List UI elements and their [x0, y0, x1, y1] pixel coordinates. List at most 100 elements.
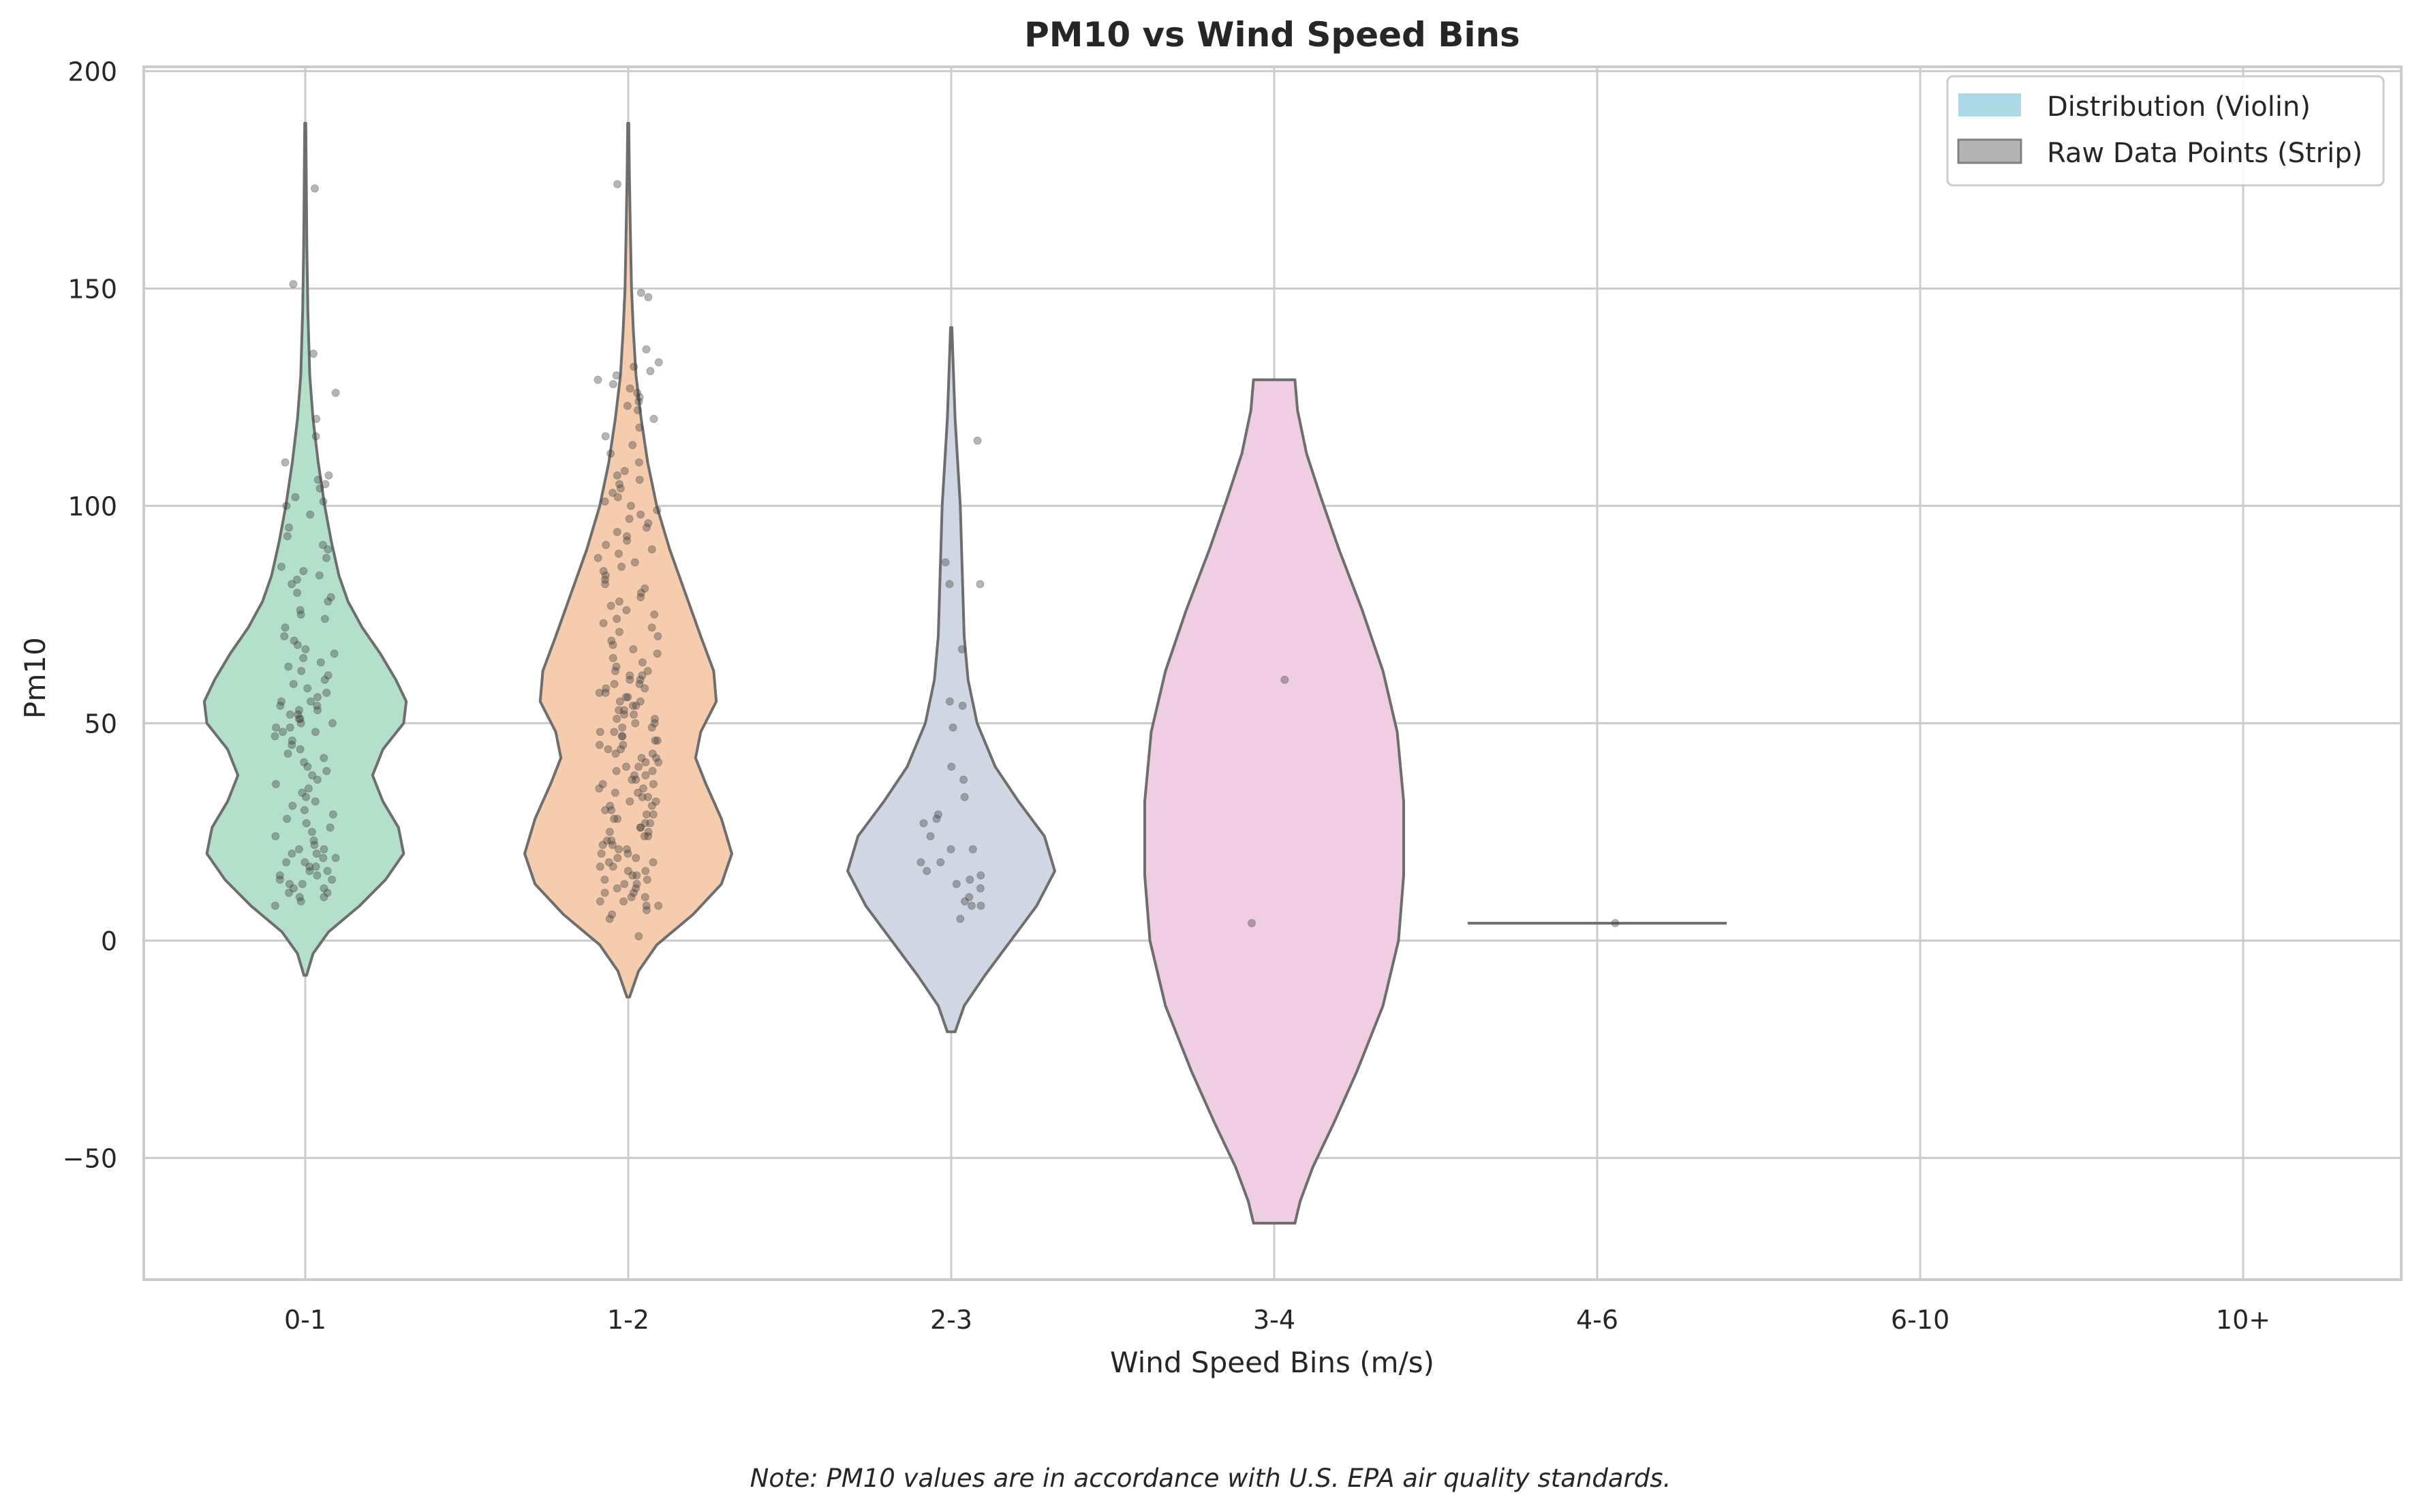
- strip-point: [283, 532, 292, 540]
- strip-point: [599, 567, 608, 576]
- strip-point: [976, 580, 985, 589]
- legend: Distribution (Violin) Raw Data Points (S…: [1946, 75, 2385, 187]
- strip-point: [619, 741, 628, 750]
- strip-point: [595, 784, 604, 793]
- strip-point: [949, 723, 957, 732]
- strip-point: [639, 784, 648, 793]
- strip-point: [641, 771, 650, 780]
- strip-point: [631, 719, 640, 728]
- strip-point: [296, 715, 305, 723]
- strip-point: [315, 484, 324, 493]
- strip-point: [654, 758, 663, 767]
- legend-swatch-violin: [1958, 93, 2021, 117]
- strip-point: [653, 649, 662, 658]
- strip-point: [627, 893, 636, 901]
- strip-point: [599, 619, 608, 628]
- strip-point: [611, 788, 619, 797]
- strip-point: [295, 715, 303, 723]
- strip-point: [628, 701, 637, 710]
- strip-point: [607, 806, 616, 814]
- strip-point: [313, 706, 322, 715]
- x-axis-ticks: 0-1 1-2 2-3 3-4 4-6 6-10 10+: [284, 1305, 2270, 1335]
- strip-point: [304, 784, 313, 793]
- strip-point: [636, 288, 645, 297]
- strip-point: [320, 893, 328, 901]
- strip-point: [601, 580, 610, 589]
- strip-point: [613, 854, 622, 863]
- strip-point: [613, 884, 621, 893]
- strip-point: [296, 745, 305, 754]
- strip-point: [328, 810, 337, 819]
- strip-point: [313, 693, 322, 702]
- strip-point: [596, 897, 604, 906]
- strip-point: [965, 893, 974, 901]
- strip-point: [288, 741, 296, 750]
- strip-point: [323, 889, 332, 897]
- strip-point: [638, 671, 647, 680]
- strip-point: [636, 823, 645, 832]
- strip-point: [629, 645, 638, 653]
- strip-point: [320, 675, 329, 684]
- strip-point: [936, 858, 945, 867]
- y-tick-label: 0: [101, 926, 117, 956]
- strip-point: [326, 593, 335, 602]
- strip-point: [653, 632, 662, 641]
- strip-point: [628, 871, 637, 880]
- strip-point: [626, 797, 634, 806]
- strip-point: [300, 758, 309, 767]
- strip-point: [632, 871, 641, 880]
- strip-point: [307, 827, 316, 836]
- strip-point: [613, 527, 621, 536]
- strip-point: [612, 767, 621, 775]
- strip-point: [619, 897, 628, 906]
- strip-point: [320, 615, 329, 623]
- strip-point: [608, 380, 617, 388]
- strip-point: [610, 679, 619, 688]
- strip-point: [622, 762, 630, 771]
- strip-point: [623, 867, 632, 876]
- strip-point: [618, 732, 627, 741]
- strip-point: [612, 371, 621, 380]
- strip-point: [285, 889, 294, 897]
- strip-point: [284, 662, 293, 671]
- strip-point: [596, 862, 604, 871]
- strip-point: [596, 728, 604, 737]
- strip-point: [620, 467, 629, 476]
- strip-point: [279, 728, 287, 737]
- strip-point: [630, 771, 638, 780]
- strip-point: [636, 593, 645, 602]
- strip-point: [600, 876, 609, 884]
- plot-frame: [142, 65, 2403, 1281]
- strip-point: [632, 854, 641, 863]
- strip-point: [636, 510, 645, 519]
- strip-point: [271, 901, 279, 910]
- strip-point: [644, 792, 652, 801]
- strip-point: [621, 693, 630, 702]
- strip-point: [952, 880, 961, 889]
- strip-point: [604, 858, 613, 867]
- strip-point: [648, 767, 657, 775]
- strip-point: [606, 449, 615, 458]
- strip-point: [626, 502, 635, 510]
- strip-point: [941, 558, 950, 567]
- strip-point: [945, 580, 954, 589]
- strip-point: [319, 854, 328, 863]
- strip-point: [636, 675, 645, 684]
- strip-point: [959, 775, 968, 784]
- strip-point: [312, 414, 321, 423]
- strip-point: [642, 901, 651, 910]
- strip-point: [612, 662, 621, 671]
- strip-point: [976, 871, 985, 880]
- strip-point: [315, 571, 324, 580]
- strip-point: [637, 754, 646, 762]
- strip-point: [299, 653, 308, 662]
- strip-point: [326, 823, 335, 832]
- strip-point: [630, 362, 638, 371]
- strip-point: [608, 641, 617, 649]
- x-tick-label: 2-3: [930, 1305, 972, 1335]
- strip-point: [957, 645, 966, 653]
- strip-point: [283, 750, 292, 758]
- strip-point: [615, 597, 623, 606]
- strip-point: [608, 910, 617, 919]
- strip-point: [593, 375, 602, 384]
